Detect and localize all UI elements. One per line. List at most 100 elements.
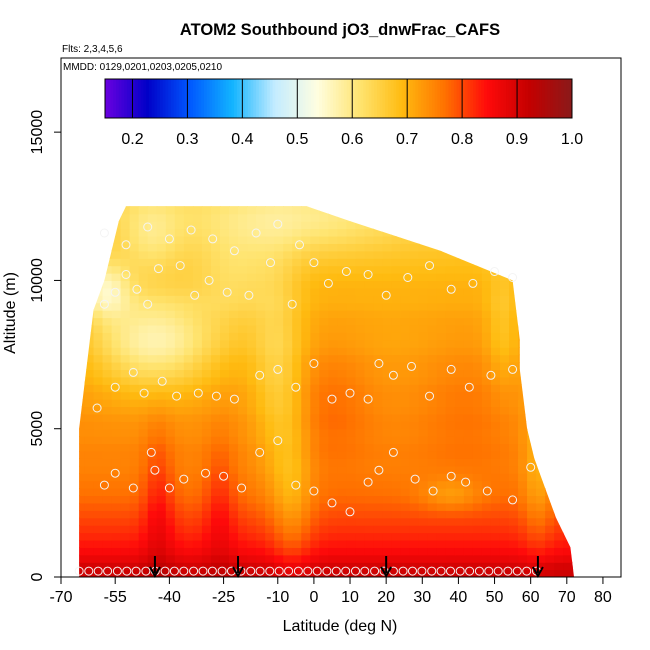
heatmap-cell: [156, 302, 167, 311]
heatmap-cell: [572, 317, 574, 326]
heatmap-cell: [165, 324, 176, 333]
heatmap-cell: [93, 310, 104, 319]
heatmap-cell: [256, 473, 266, 482]
heatmap-cell: [328, 450, 338, 459]
heatmap-cell: [490, 324, 501, 333]
heatmap-cell: [93, 495, 104, 504]
heatmap-cell: [481, 406, 492, 415]
heatmap-cell: [337, 391, 348, 400]
heatmap-cell: [183, 332, 194, 341]
heatmap-cell: [536, 517, 546, 526]
heatmap-cell: [391, 332, 402, 341]
heatmap-cell: [183, 221, 194, 230]
heatmap-cell: [93, 428, 104, 437]
heatmap-cell: [536, 532, 546, 541]
heatmap-cell: [201, 562, 212, 571]
heatmap-cell: [319, 436, 329, 445]
heatmap-cell: [93, 339, 104, 348]
heatmap-cell: [454, 287, 465, 296]
heatmap-cell: [192, 295, 203, 304]
heatmap-cell: [102, 250, 113, 259]
heatmap-cell: [536, 495, 546, 504]
colorbar-segment: [176, 79, 180, 118]
heatmap-cell: [183, 339, 194, 348]
colorbar-segment: [135, 79, 139, 118]
heatmap-cell: [79, 206, 86, 215]
heatmap-cell: [490, 391, 501, 400]
heatmap-cell: [436, 310, 447, 319]
heatmap-cell: [319, 324, 329, 333]
heatmap-cell: [229, 547, 239, 556]
heatmap-cell: [445, 221, 456, 230]
heatmap-cell: [572, 361, 574, 370]
heatmap-cell: [527, 502, 537, 511]
heatmap-cell: [536, 562, 546, 571]
heatmap-cell: [436, 376, 447, 385]
heatmap-cell: [373, 465, 384, 474]
heatmap-cell: [111, 317, 122, 326]
heatmap-cell: [509, 436, 519, 445]
heatmap-cell: [463, 369, 474, 378]
heatmap-cell: [120, 391, 131, 400]
heatmap-cell: [400, 458, 411, 467]
heatmap-cell: [165, 235, 176, 244]
heatmap-cell: [79, 510, 86, 519]
heatmap-cell: [84, 539, 95, 548]
heatmap-cell: [409, 450, 420, 459]
heatmap-cell: [111, 510, 122, 519]
heatmap-cell: [84, 532, 95, 541]
heatmap-cell: [373, 354, 384, 363]
heatmap-cell: [436, 547, 447, 556]
heatmap-cell: [472, 243, 483, 252]
heatmap-cell: [463, 413, 474, 422]
heatmap-cell: [229, 324, 239, 333]
heatmap-cell: [102, 287, 113, 296]
heatmap-cell: [310, 495, 320, 504]
heatmap-cell: [310, 443, 320, 452]
heatmap-cell: [111, 554, 122, 563]
heatmap-cell: [183, 235, 194, 244]
heatmap-cell: [337, 369, 348, 378]
heatmap-cell: [400, 317, 411, 326]
heatmap-cell: [310, 332, 320, 341]
observation-point: [522, 566, 532, 576]
heatmap-cell: [463, 450, 474, 459]
y-tick-label: 0: [29, 572, 46, 581]
heatmap-cell: [256, 525, 266, 534]
heatmap-cell: [346, 206, 357, 215]
heatmap-cell: [400, 206, 411, 215]
heatmap-cell: [481, 450, 492, 459]
heatmap-cell: [472, 525, 483, 534]
heatmap-cell: [536, 332, 546, 341]
heatmap-cell: [509, 465, 519, 474]
heatmap-cell: [102, 399, 113, 408]
heatmap-cell: [301, 436, 311, 445]
heatmap-cell: [84, 213, 95, 222]
heatmap-cell: [518, 428, 528, 437]
heatmap-cell: [147, 339, 158, 348]
heatmap-cell: [454, 250, 465, 259]
observation-point: [436, 566, 446, 576]
heatmap-cell: [418, 265, 429, 274]
heatmap-cell: [409, 465, 420, 474]
heatmap-cell: [554, 228, 564, 237]
heatmap-cell: [256, 213, 266, 222]
heatmap-cell: [84, 221, 95, 230]
heatmap-cell: [301, 228, 311, 237]
heatmap-cell: [111, 384, 122, 393]
observation-point: [128, 483, 138, 493]
heatmap-cell: [436, 488, 447, 497]
heatmap-cell: [238, 510, 248, 519]
heatmap-cell: [490, 302, 501, 311]
heatmap-cell: [364, 317, 375, 326]
heatmap-cell: [427, 310, 438, 319]
heatmap-cell: [120, 532, 131, 541]
heatmap-cell: [174, 406, 185, 415]
heatmap-cell: [463, 473, 474, 482]
heatmap-cell: [247, 547, 257, 556]
heatmap-cell: [472, 361, 483, 370]
heatmap-cell: [427, 391, 438, 400]
heatmap-cell: [156, 406, 167, 415]
heatmap-cell: [301, 361, 311, 370]
heatmap-cell: [554, 562, 564, 571]
